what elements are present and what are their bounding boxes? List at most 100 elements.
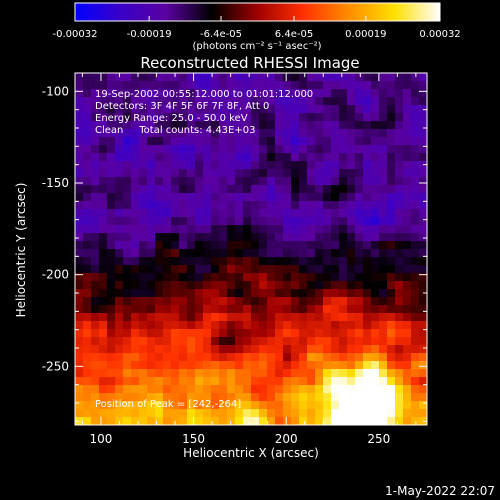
heatmap-cell xyxy=(331,417,340,425)
heatmap-cell xyxy=(275,313,284,322)
heatmap-cell xyxy=(283,361,292,370)
heatmap-cell xyxy=(235,233,244,242)
heatmap-cell xyxy=(131,105,140,114)
heatmap-cell xyxy=(171,97,180,106)
heatmap-cell xyxy=(323,289,332,298)
heatmap-cell xyxy=(395,161,404,170)
heatmap-cell xyxy=(339,393,348,402)
heatmap-cell xyxy=(187,193,196,202)
heatmap-cell xyxy=(339,161,348,170)
heatmap-cell xyxy=(235,273,244,282)
heatmap-cell xyxy=(243,337,252,346)
heatmap-cell xyxy=(235,137,244,146)
heatmap-cell xyxy=(155,249,164,258)
heatmap-cell xyxy=(251,329,260,338)
heatmap-cell xyxy=(227,257,236,266)
heatmap-cell xyxy=(307,217,316,226)
heatmap-cell xyxy=(411,289,420,298)
heatmap-cell xyxy=(275,73,284,82)
heatmap-cell xyxy=(275,345,284,354)
heatmap-cell xyxy=(387,321,396,330)
heatmap-cell xyxy=(411,265,420,274)
heatmap-cell xyxy=(347,417,356,425)
heatmap-cell xyxy=(395,377,404,386)
heatmap-cell xyxy=(299,161,308,170)
heatmap-cell xyxy=(163,81,172,90)
heatmap-cell xyxy=(331,377,340,386)
heatmap-cell xyxy=(139,121,148,130)
heatmap-cell xyxy=(163,217,172,226)
heatmap-cell xyxy=(123,385,132,394)
heatmap-cell xyxy=(395,177,404,186)
heatmap-cell xyxy=(163,137,172,146)
heatmap-cell xyxy=(115,265,124,274)
heatmap-cell xyxy=(83,177,92,186)
heatmap-cell xyxy=(251,393,260,402)
heatmap-cell xyxy=(243,201,252,210)
heatmap-cell xyxy=(395,385,404,394)
heatmap-cell xyxy=(275,233,284,242)
heatmap-cell xyxy=(83,249,92,258)
heatmap-cell xyxy=(267,265,276,274)
heatmap-cell xyxy=(371,193,380,202)
heatmap-cell xyxy=(163,121,172,130)
heatmap-cell xyxy=(419,97,427,106)
heatmap-cell xyxy=(83,321,92,330)
heatmap-cell xyxy=(267,177,276,186)
heatmap-cell xyxy=(99,145,108,154)
heatmap-cell xyxy=(299,225,308,234)
heatmap-cell xyxy=(187,281,196,290)
heatmap-cell xyxy=(147,297,156,306)
heatmap-cell xyxy=(219,201,228,210)
heatmap-cell xyxy=(275,89,284,98)
heatmap-cell xyxy=(291,121,300,130)
heatmap-cell xyxy=(187,361,196,370)
heatmap-cell xyxy=(387,89,396,98)
heatmap-cell xyxy=(83,105,92,114)
heatmap-cell xyxy=(171,409,180,418)
heatmap-cell xyxy=(355,377,364,386)
heatmap-cell xyxy=(115,169,124,178)
heatmap-cell xyxy=(387,353,396,362)
heatmap-cell xyxy=(307,265,316,274)
heatmap-cell xyxy=(123,273,132,282)
heatmap-cell xyxy=(179,129,188,138)
heatmap-cell xyxy=(91,161,100,170)
heatmap-cell xyxy=(259,121,268,130)
heatmap-cell xyxy=(371,313,380,322)
heatmap-cell xyxy=(179,81,188,90)
heatmap-cell xyxy=(203,409,212,418)
heatmap-cell xyxy=(75,385,84,394)
heatmap-cell xyxy=(147,73,156,82)
heatmap-cell xyxy=(203,185,212,194)
heatmap-cell xyxy=(395,361,404,370)
heatmap-cell xyxy=(387,73,396,82)
heatmap-cell xyxy=(123,209,132,218)
heatmap-cell xyxy=(379,121,388,130)
heatmap-cell xyxy=(387,233,396,242)
heatmap-cell xyxy=(251,121,260,130)
heatmap-cell xyxy=(283,377,292,386)
heatmap-cell xyxy=(379,73,388,82)
heatmap-cell xyxy=(107,73,116,82)
heatmap-cell xyxy=(411,177,420,186)
heatmap-cell xyxy=(203,81,212,90)
heatmap-cell xyxy=(323,257,332,266)
heatmap-cell xyxy=(195,289,204,298)
heatmap-cell xyxy=(387,241,396,250)
heatmap-cell xyxy=(219,113,228,122)
heatmap-cell xyxy=(179,369,188,378)
heatmap-cell xyxy=(139,345,148,354)
heatmap-cell xyxy=(123,313,132,322)
heatmap-cell xyxy=(123,225,132,234)
heatmap-cell xyxy=(147,369,156,378)
heatmap-cell xyxy=(155,345,164,354)
heatmap-cell xyxy=(395,257,404,266)
heatmap-cell xyxy=(187,385,196,394)
heatmap-cell xyxy=(179,105,188,114)
heatmap-cell xyxy=(163,193,172,202)
heatmap-cell xyxy=(355,265,364,274)
heatmap-cell xyxy=(227,145,236,154)
heatmap-cell xyxy=(195,329,204,338)
heatmap-cell xyxy=(227,385,236,394)
